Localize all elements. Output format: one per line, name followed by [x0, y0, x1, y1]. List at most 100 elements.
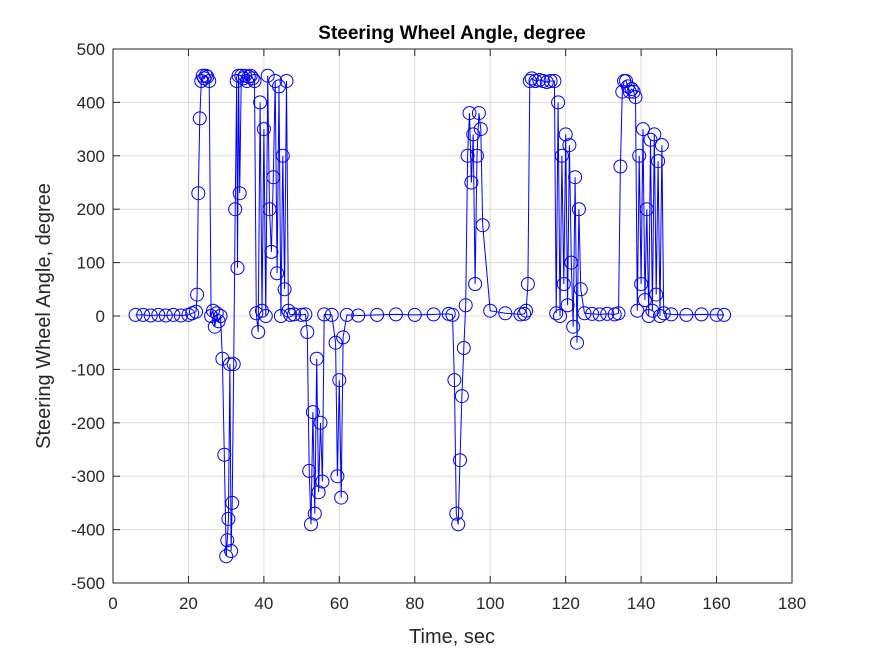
data-point-marker: [253, 95, 268, 110]
data-point-marker: [251, 325, 266, 339]
data-point-marker: [645, 303, 660, 318]
x-tick-label: 140: [627, 594, 655, 613]
data-point-marker: [243, 68, 258, 83]
data-point-marker: [247, 74, 262, 88]
data-point-marker: [313, 415, 328, 430]
y-tick-label: -300: [71, 467, 105, 486]
data-point-marker: [230, 260, 245, 275]
data-point-marker: [317, 307, 332, 322]
data-point-marker: [458, 298, 473, 313]
y-tick-label: 100: [77, 254, 105, 273]
x-tick-label: 80: [405, 594, 424, 613]
data-point-marker: [151, 307, 166, 322]
y-tick-label: 200: [77, 200, 105, 219]
y-tick-label: -500: [71, 574, 105, 593]
data-point-marker: [524, 71, 539, 86]
data-point-marker: [228, 202, 243, 217]
data-point-marker: [634, 277, 649, 291]
chart-title: Steering Wheel Angle, degree: [318, 23, 585, 44]
data-point-marker: [626, 84, 641, 99]
data-point-marker: [460, 148, 475, 163]
data-point-marker: [128, 307, 143, 322]
data-point-marker: [255, 303, 269, 318]
data-point-marker: [628, 90, 643, 105]
data-point-marker: [570, 335, 584, 350]
data-point-marker: [309, 351, 324, 366]
data-point-marker: [454, 389, 469, 404]
x-axis-label: Time, sec: [409, 626, 495, 648]
data-point-marker: [547, 74, 562, 88]
x-tick-label: 20: [179, 594, 198, 613]
data-point-marker: [577, 306, 592, 321]
data-point-marker: [191, 186, 206, 201]
data-point-marker: [568, 170, 583, 185]
data-point-marker: [630, 303, 645, 318]
data-point-marker: [407, 307, 422, 322]
data-point-marker: [262, 202, 277, 217]
data-point-marker: [272, 79, 286, 94]
data-point-marker: [173, 308, 188, 323]
data-point-marker: [332, 373, 347, 388]
x-tick-label: 120: [551, 594, 579, 613]
data-point-marker: [222, 357, 237, 372]
data-point-marker: [624, 82, 639, 96]
series-line: [135, 74, 725, 557]
data-point-marker: [664, 307, 679, 322]
y-tick-label: 400: [77, 93, 105, 112]
data-point-marker: [234, 68, 249, 83]
x-tick-label: 0: [108, 594, 117, 613]
data-point-marker: [553, 309, 567, 323]
data-series: [128, 68, 732, 564]
y-tick-label: 500: [77, 40, 105, 59]
y-tick-label: -400: [71, 521, 105, 540]
data-point-marker: [566, 319, 581, 334]
data-point-marker: [520, 277, 535, 291]
data-point-marker: [298, 307, 313, 322]
x-tick-label: 160: [702, 594, 730, 613]
data-point-marker: [300, 325, 315, 339]
data-point-marker: [647, 127, 662, 142]
data-point-marker: [219, 549, 234, 564]
data-point-marker: [468, 277, 483, 291]
data-point-marker: [311, 485, 326, 500]
data-point-marker: [449, 506, 464, 521]
data-point-marker: [279, 74, 294, 88]
y-tick-label: 0: [96, 307, 105, 326]
data-point-marker: [209, 306, 224, 321]
data-point-marker: [229, 74, 244, 88]
data-point-marker: [189, 304, 203, 319]
data-point-marker: [231, 68, 246, 83]
data-point-marker: [283, 307, 298, 322]
data-point-marker: [464, 175, 479, 190]
data-point-marker: [571, 202, 586, 217]
data-point-marker: [473, 122, 488, 137]
data-point-marker: [302, 463, 317, 478]
data-point-marker: [649, 287, 664, 302]
data-point-marker: [656, 306, 671, 321]
data-point-marker: [475, 218, 490, 233]
data-point-marker: [245, 71, 260, 86]
data-point-marker: [334, 490, 349, 505]
data-point-marker: [202, 74, 217, 88]
data-point-marker: [651, 154, 666, 169]
data-point-marker: [256, 122, 271, 137]
data-point-marker: [558, 127, 573, 142]
data-point-marker: [388, 307, 403, 322]
data-point-marker: [351, 308, 366, 323]
data-point-marker: [637, 293, 652, 307]
data-point-marker: [483, 303, 498, 318]
data-point-marker: [560, 298, 575, 313]
data-point-marker: [451, 517, 466, 532]
x-tick-labels: 0 20 40 60 80 100 120 140 160 180: [108, 594, 806, 613]
data-point-marker: [466, 127, 481, 142]
y-tick-label: -200: [71, 414, 105, 433]
data-point-marker: [143, 308, 158, 323]
data-point-marker: [258, 309, 273, 323]
data-point-marker: [694, 307, 709, 322]
data-point-marker: [426, 307, 441, 322]
data-point-marker: [192, 111, 207, 126]
y-tick-label: -100: [71, 360, 105, 379]
data-point-marker: [330, 469, 345, 484]
data-point-marker: [498, 306, 513, 321]
